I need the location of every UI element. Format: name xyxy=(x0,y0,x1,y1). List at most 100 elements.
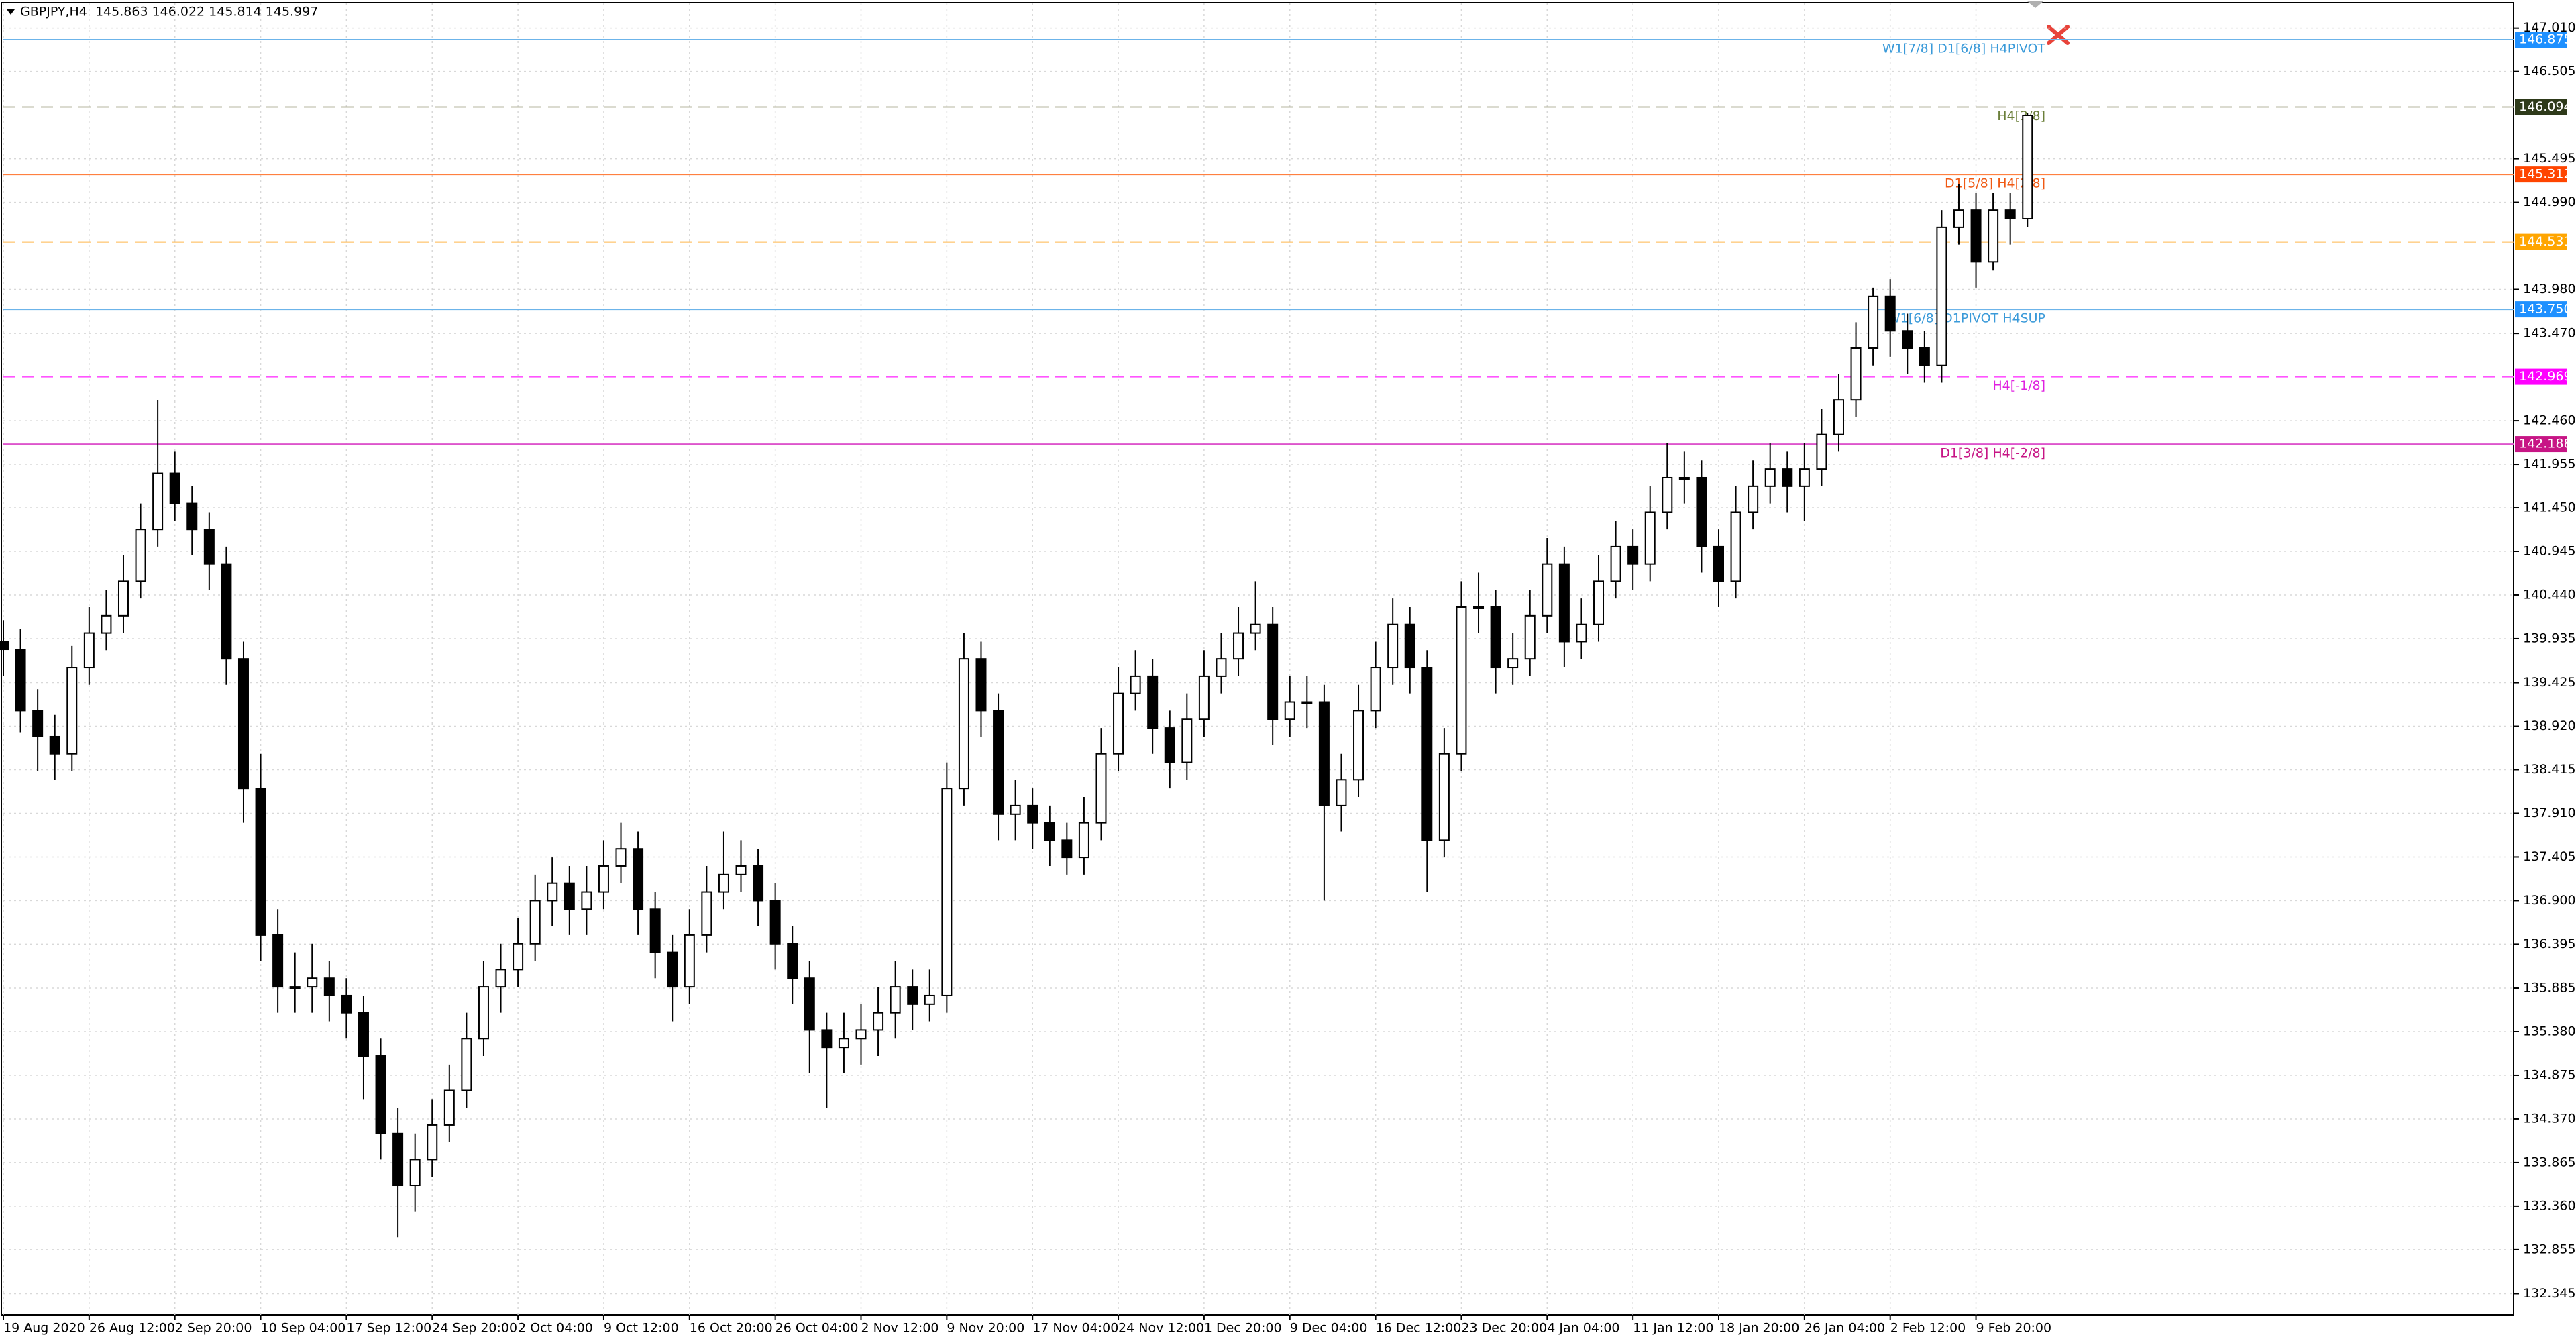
candle-body xyxy=(735,865,747,875)
x-tick-label: 17 Sep 12:00 xyxy=(346,1321,431,1336)
candle-body xyxy=(615,848,627,867)
x-tick-label: 1 Dec 20:00 xyxy=(1204,1321,1282,1336)
candle-body xyxy=(855,1029,867,1040)
candle-body xyxy=(66,667,78,755)
candle-body xyxy=(49,735,60,755)
candle-body xyxy=(1524,614,1536,660)
x-tick-label: 17 Nov 04:00 xyxy=(1032,1321,1118,1336)
candle-body xyxy=(1627,545,1639,565)
price-box-label: 146.094 xyxy=(2519,99,2572,114)
candle-body xyxy=(117,580,129,617)
x-tick-label: 2 Oct 04:00 xyxy=(518,1321,593,1336)
candles xyxy=(0,113,2033,1238)
candle-body xyxy=(1061,839,1073,859)
candle-body xyxy=(1250,623,1261,634)
candle-body xyxy=(1181,718,1193,763)
candle-body xyxy=(924,994,935,1005)
candle-body xyxy=(1010,804,1021,815)
candle-body xyxy=(1233,632,1244,660)
price-box xyxy=(2515,233,2567,250)
price-box xyxy=(2515,99,2567,115)
candle-body xyxy=(409,1159,421,1187)
candle-body xyxy=(1662,476,1673,513)
candle-body xyxy=(513,943,524,971)
level-name: W1[6/8] D1PIVOT H4SUP xyxy=(1888,311,2045,326)
candle-body xyxy=(1902,330,1913,349)
price-box xyxy=(2515,166,2567,183)
x-tick-label: 23 Dec 20:00 xyxy=(1461,1321,1547,1336)
y-tick-label: 144.990 xyxy=(2523,195,2576,209)
candle-body xyxy=(1318,701,1330,806)
candle-body xyxy=(0,641,9,651)
levels: W1[7/8] D1[6/8] H4PIVOT H4[3/8] D1[5/8] H4… xyxy=(3,39,2514,461)
y-tick-label: 132.345 xyxy=(2523,1286,2576,1301)
candle-body xyxy=(1799,468,1810,487)
candle-body xyxy=(1868,295,1879,349)
candle-body xyxy=(1473,606,1485,609)
candle-body xyxy=(907,986,918,1005)
price-box xyxy=(2515,436,2567,453)
candle-body xyxy=(547,882,558,902)
candle-body xyxy=(1078,822,1089,859)
y-tick-label: 140.440 xyxy=(2523,587,2576,602)
candle-body xyxy=(941,788,953,996)
candle-body xyxy=(255,788,266,936)
candle-body xyxy=(529,900,541,945)
candle-body xyxy=(1147,675,1159,729)
price-box-label: 146.875 xyxy=(2519,32,2572,47)
y-tick-label: 139.935 xyxy=(2523,631,2576,645)
x-tick-label: 26 Oct 04:00 xyxy=(775,1321,859,1336)
candle-body xyxy=(1816,433,1827,470)
candle-body xyxy=(1490,606,1501,669)
candle-body xyxy=(1095,753,1107,824)
candle-body xyxy=(461,1038,472,1091)
candle-body xyxy=(581,891,592,910)
y-tick-label: 143.470 xyxy=(2523,326,2576,341)
candle-body xyxy=(718,873,729,893)
x-tick-label: 9 Nov 20:00 xyxy=(947,1321,1024,1336)
candle-body xyxy=(1576,623,1587,643)
candle-body xyxy=(341,994,352,1014)
candle-body xyxy=(649,908,661,953)
x-tick-label: 26 Jan 04:00 xyxy=(1805,1321,1885,1336)
candle-body xyxy=(838,1038,849,1049)
candle-body xyxy=(804,977,815,1031)
candle-body xyxy=(1370,667,1381,712)
candle-body xyxy=(272,934,284,988)
candle-body xyxy=(1953,209,1964,228)
shift-marker xyxy=(2027,1,2043,8)
x-tick-label: 11 Jan 12:00 xyxy=(1633,1321,1713,1336)
y-tick-label: 143.980 xyxy=(2523,282,2576,297)
candle-body xyxy=(1919,347,1930,366)
candle-body xyxy=(1130,675,1141,694)
y-tick-label: 139.425 xyxy=(2523,675,2576,690)
menu-arrow[interactable] xyxy=(7,9,15,15)
price-box xyxy=(2515,368,2567,385)
x-tick-label: 9 Feb 20:00 xyxy=(1976,1321,2052,1336)
candle-body xyxy=(684,934,695,988)
candle-body xyxy=(1387,623,1399,669)
candle-body xyxy=(392,1132,404,1187)
y-tick-label: 145.495 xyxy=(2523,151,2576,166)
candle-body xyxy=(221,563,232,660)
candle-body xyxy=(667,951,678,988)
candle-body xyxy=(83,632,95,669)
candle-body xyxy=(2004,209,2016,220)
candle-body xyxy=(1713,545,1724,582)
y-tick-label: 135.380 xyxy=(2523,1024,2576,1038)
price-box-label: 143.750 xyxy=(2519,302,2572,317)
candle-body xyxy=(1610,545,1621,582)
candle-body xyxy=(203,529,215,565)
x-tick-label: 10 Sep 04:00 xyxy=(261,1321,346,1336)
candle-body xyxy=(186,502,198,531)
candle-body xyxy=(1782,468,1793,487)
candle-body xyxy=(1164,727,1175,763)
x-tick-label: 16 Dec 12:00 xyxy=(1376,1321,1462,1336)
y-tick-label: 135.885 xyxy=(2523,981,2576,996)
x-tick-label: 9 Oct 12:00 xyxy=(604,1321,679,1336)
candle-body xyxy=(1644,511,1656,565)
x-tick-label: 24 Nov 12:00 xyxy=(1118,1321,1204,1336)
candle-body xyxy=(1044,822,1055,841)
y-tick-label: 138.920 xyxy=(2523,718,2576,733)
candle-body xyxy=(1593,580,1605,625)
